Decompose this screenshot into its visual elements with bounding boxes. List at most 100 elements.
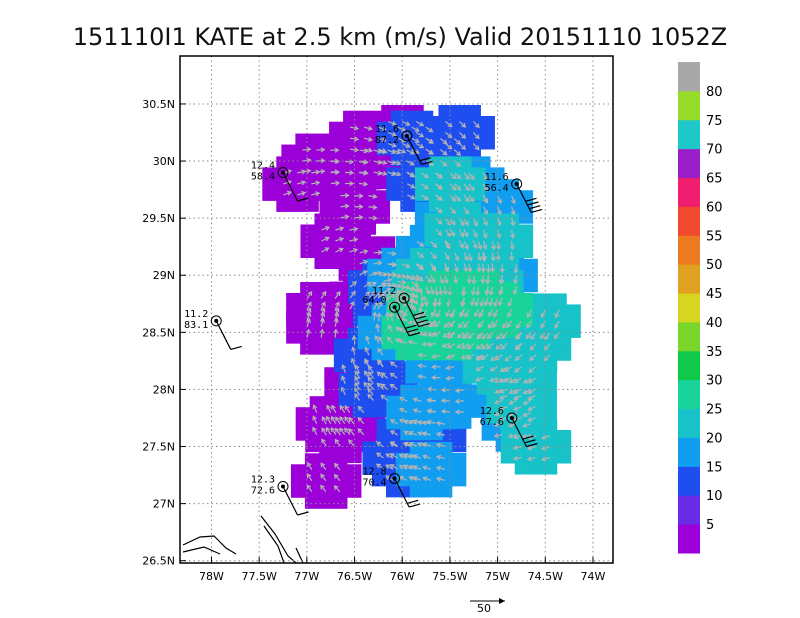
- wind-vector-head: [403, 430, 409, 436]
- wind-cell-5: [342, 213, 357, 225]
- station-marker: [277, 166, 289, 178]
- wind-vector-head: [446, 343, 452, 349]
- wind-cell-10: [400, 200, 415, 212]
- wind-vector-head: [508, 378, 514, 384]
- wind-cell-15: [409, 224, 425, 237]
- wind-vector: [388, 142, 396, 147]
- wind-cell-20: [556, 430, 572, 442]
- wind-cell-20: [495, 338, 510, 350]
- wind-vector-head: [408, 430, 414, 436]
- wind-vector-head: [490, 256, 496, 262]
- wind-vector: [483, 206, 488, 215]
- wind-cell-10: [385, 485, 401, 498]
- wind-vector-head: [526, 313, 532, 319]
- wind-vector: [417, 309, 422, 317]
- wind-vector: [390, 453, 398, 459]
- wind-vector: [460, 308, 466, 317]
- wind-cell-5: [319, 201, 335, 213]
- wind-vector: [444, 320, 451, 328]
- wind-vector: [464, 309, 470, 318]
- station-label: 12.6: [480, 406, 504, 417]
- wind-vector-head: [470, 290, 476, 296]
- wind-vector: [364, 371, 370, 379]
- wind-vector-head: [380, 292, 385, 297]
- wind-vector-head: [445, 354, 451, 360]
- wind-cell-10: [362, 350, 377, 363]
- wind-cell-10: [338, 394, 354, 407]
- wind-vector-head: [396, 171, 402, 177]
- wind-cell-25: [442, 270, 458, 283]
- wind-cell-5: [357, 110, 372, 123]
- wind-vector: [387, 160, 396, 165]
- wind-vector-head: [444, 267, 450, 273]
- wind-cell-15: [367, 258, 382, 271]
- wind-vector-head: [480, 267, 486, 273]
- wind-vector: [466, 354, 475, 360]
- wind-vector-head: [475, 376, 481, 382]
- wind-cell-5: [352, 236, 368, 248]
- wind-vector: [357, 428, 365, 436]
- wind-vector-head: [409, 286, 415, 292]
- wind-vector: [527, 417, 536, 422]
- wind-vector: [495, 343, 503, 350]
- wind-cell-10: [333, 338, 349, 351]
- wind-vector: [429, 320, 437, 328]
- wind-vector-head: [409, 275, 415, 281]
- wind-vector-head: [423, 184, 429, 189]
- wind-vector: [334, 302, 340, 310]
- wind-cell-20: [495, 360, 510, 372]
- wind-vector-head: [494, 388, 500, 394]
- wind-cell-10: [437, 429, 453, 442]
- barb-feather: [408, 332, 421, 337]
- wind-vector: [416, 285, 423, 293]
- wind-vector-head: [456, 151, 462, 156]
- wind-vector: [376, 324, 380, 333]
- wind-vector-head: [375, 323, 381, 329]
- wind-vector-head: [325, 426, 331, 432]
- wind-cell-15: [419, 361, 434, 373]
- wind-vector-head: [527, 417, 533, 422]
- y-tick-label: 29N: [153, 269, 175, 282]
- wind-cell-25: [456, 337, 472, 350]
- wind-vector-head: [459, 232, 465, 238]
- wind-cell-25: [386, 293, 401, 305]
- wind-vector: [311, 181, 320, 185]
- wind-cell-5: [304, 486, 320, 498]
- wind-vector-head: [450, 231, 456, 237]
- wind-cell-10: [362, 303, 377, 315]
- wind-vector: [481, 354, 489, 360]
- station-marker: [389, 473, 401, 484]
- wind-vector: [376, 463, 384, 470]
- wind-vector-head: [492, 323, 498, 329]
- wind-vector: [436, 309, 441, 318]
- wind-vector: [312, 427, 318, 435]
- wind-cell-5: [314, 343, 329, 355]
- wind-cell-5: [290, 486, 306, 498]
- wind-vector: [397, 137, 406, 143]
- wind-cell-5: [375, 190, 391, 202]
- wind-vector: [321, 247, 329, 253]
- wind-cell-10: [451, 429, 467, 442]
- wind-vector: [458, 240, 464, 249]
- wind-cell-20: [409, 247, 425, 260]
- wind-vector-head: [382, 170, 388, 176]
- wind-vector: [297, 181, 306, 185]
- wind-cell-20: [424, 213, 439, 225]
- wind-vector-head: [370, 291, 376, 296]
- wind-vector: [484, 297, 489, 306]
- wind-cell-5: [347, 418, 362, 431]
- wind-vector-head: [472, 244, 478, 250]
- wind-cell-20: [542, 452, 558, 464]
- wind-vector: [306, 473, 313, 482]
- wind-cell-5: [300, 299, 315, 311]
- x-tick-label: 77.5W: [241, 570, 276, 583]
- wind-vector-head: [540, 456, 547, 462]
- wind-cell-20: [528, 372, 543, 385]
- wind-vector: [422, 331, 431, 336]
- wind-cell-5: [328, 282, 343, 294]
- wind-cell-5: [366, 133, 382, 146]
- wind-vector: [527, 406, 536, 411]
- wind-vector: [450, 309, 456, 318]
- wind-vector-head: [405, 143, 411, 148]
- station-label: 11.6: [375, 124, 399, 135]
